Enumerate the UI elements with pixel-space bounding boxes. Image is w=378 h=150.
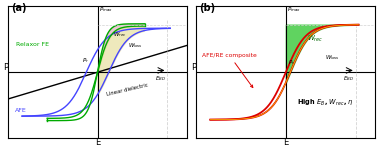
Text: $P_r$: $P_r$ xyxy=(288,58,295,67)
X-axis label: E: E xyxy=(283,138,288,147)
Text: $P_{max}$: $P_{max}$ xyxy=(99,5,113,14)
Text: $P_r$: $P_r$ xyxy=(82,57,89,65)
X-axis label: E: E xyxy=(95,138,100,147)
Text: (a): (a) xyxy=(11,3,26,14)
Text: AFE/RE composite: AFE/RE composite xyxy=(202,53,257,88)
Text: $E_{BD}$: $E_{BD}$ xyxy=(343,74,354,83)
Y-axis label: P: P xyxy=(191,63,196,72)
Text: Relaxor FE: Relaxor FE xyxy=(17,42,50,47)
Text: $W_{rec}$: $W_{rec}$ xyxy=(307,33,324,44)
Text: $W_{loss}$: $W_{loss}$ xyxy=(128,41,143,50)
Text: Linear dielectric: Linear dielectric xyxy=(106,83,149,97)
Text: (b): (b) xyxy=(199,3,215,14)
Text: $W_{loss}$: $W_{loss}$ xyxy=(325,53,340,62)
Text: $W_{rec}$: $W_{rec}$ xyxy=(113,30,127,39)
Text: $P_{max}$: $P_{max}$ xyxy=(288,5,301,14)
Text: $E_{BD}$: $E_{BD}$ xyxy=(155,74,166,83)
Text: AFE: AFE xyxy=(15,108,26,113)
Text: High $E_B$, $W_{rec}$, $\eta$: High $E_B$, $W_{rec}$, $\eta$ xyxy=(297,98,354,108)
Y-axis label: P: P xyxy=(3,63,8,72)
